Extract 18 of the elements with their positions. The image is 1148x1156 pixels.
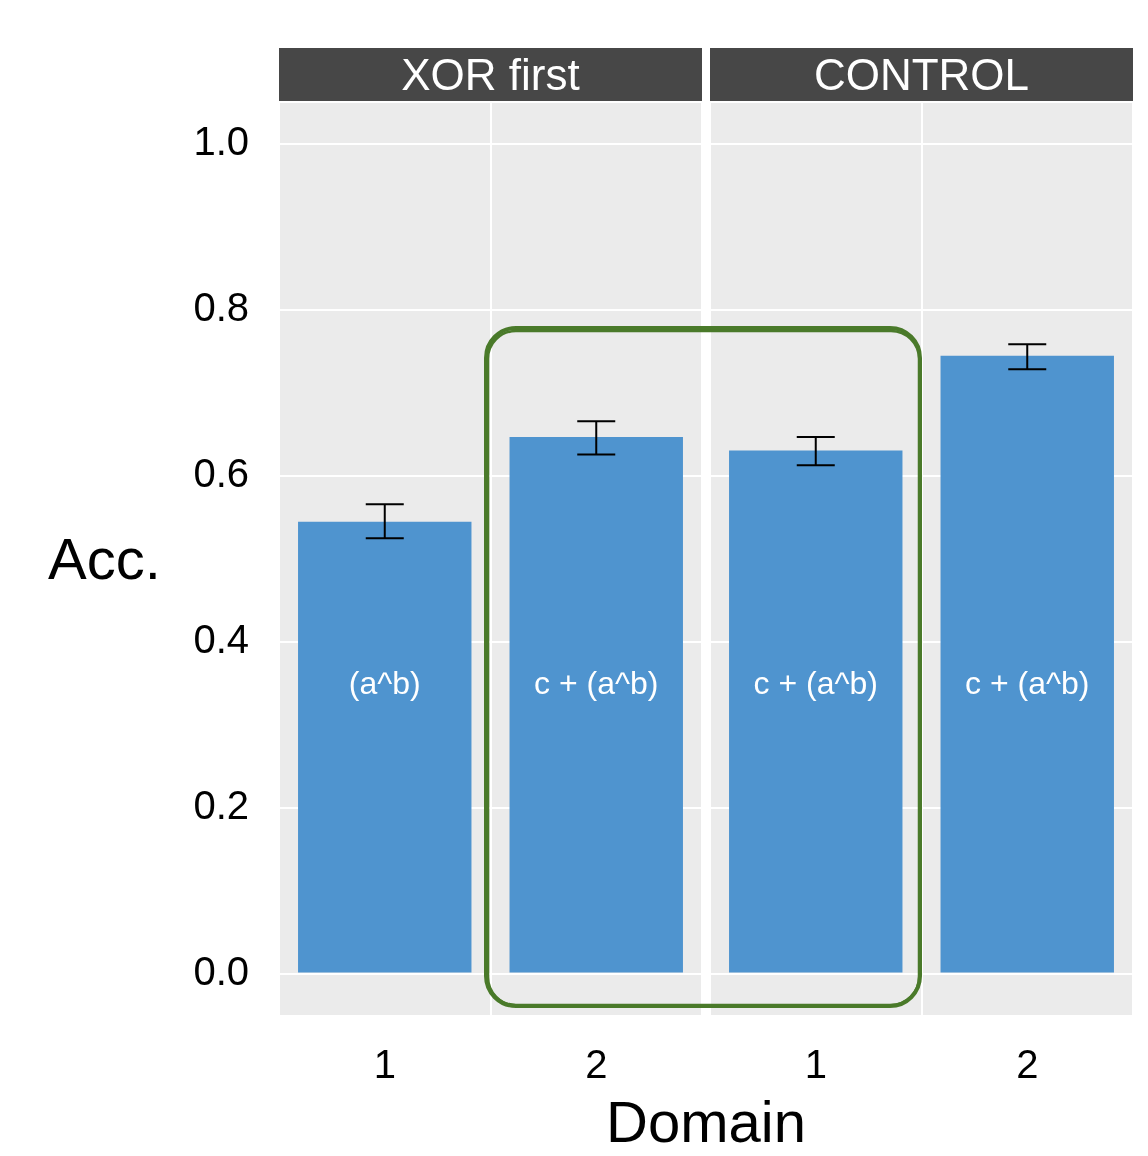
chart-title: XOR first: [279, 48, 702, 101]
x-axis-title: Domain: [605, 1088, 807, 1155]
annotation: c + (a^b): [753, 665, 878, 702]
chart-title: CONTROL: [710, 48, 1133, 101]
y-tick-label: 0.2: [193, 782, 249, 827]
x-tick-label: 1: [804, 1042, 827, 1087]
y-axis-title: Acc.: [48, 525, 161, 592]
y-tick-label: 0.0: [193, 948, 249, 993]
y-tick-label: 0.8: [193, 285, 249, 330]
x-tick-label: 2: [585, 1042, 608, 1087]
x-tick-label: 1: [373, 1042, 396, 1087]
y-tick-label: 0.4: [193, 616, 249, 661]
annotation: c + (a^b): [534, 665, 659, 702]
x-tick-label: 2: [1016, 1042, 1039, 1087]
y-tick-label: 1.0: [193, 119, 249, 164]
annotation: c + (a^b): [965, 665, 1090, 702]
y-tick-label: 0.6: [193, 451, 249, 496]
annotation: (a^b): [348, 665, 421, 702]
